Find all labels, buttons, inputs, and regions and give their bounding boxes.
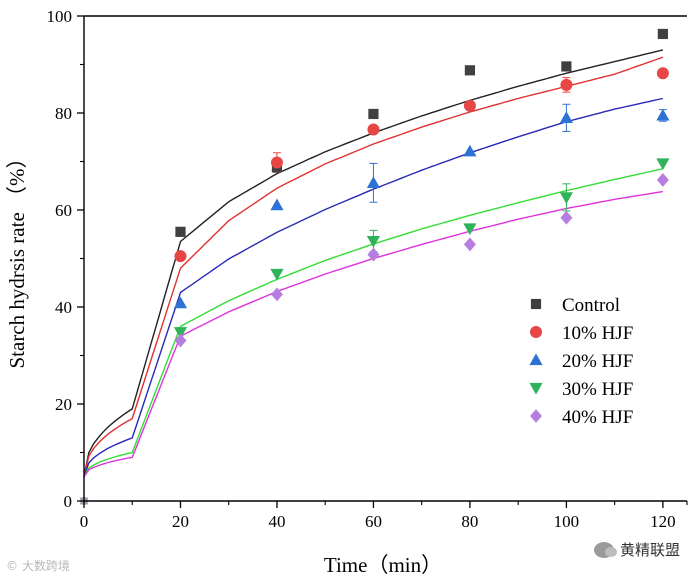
y-tick-label: 80 <box>55 104 72 123</box>
data-point-30-hjf <box>463 223 477 236</box>
data-point-10-hjf <box>560 78 573 91</box>
watermark-left: © 大数跨境 <box>6 559 70 573</box>
data-point-control <box>368 108 379 120</box>
data-point-30-hjf <box>270 268 284 281</box>
data-point-40-hjf <box>463 237 476 252</box>
x-tick-label: 60 <box>365 512 382 531</box>
data-point-10-hjf <box>367 123 380 136</box>
data-point-control <box>175 226 186 237</box>
y-tick-label: 100 <box>47 7 73 26</box>
legend-label-control: Control <box>562 295 620 316</box>
x-tick-label: 120 <box>650 512 676 531</box>
data-point-10-hjf <box>463 99 476 112</box>
legend-marker-10-hjf <box>530 326 542 338</box>
y-tick-label: 60 <box>55 201 72 220</box>
data-point-40-hjf <box>560 210 573 225</box>
data-point-control <box>561 61 572 72</box>
watermark-right: 黄精联盟 <box>593 539 680 560</box>
legend-marker-30-hjf <box>529 382 543 395</box>
data-point-10-hjf <box>174 250 187 263</box>
x-tick-label: 40 <box>268 512 285 531</box>
data-point-40-hjf <box>367 247 380 262</box>
data-point-30-hjf <box>656 158 670 171</box>
legend-marker-40-hjf <box>530 409 542 423</box>
y-tick-label: 40 <box>55 298 72 317</box>
y-tick-label: 20 <box>55 395 72 414</box>
x-tick-label: 80 <box>461 512 478 531</box>
data-point-20-hjf <box>270 198 284 211</box>
data-point-30-hjf <box>366 235 381 248</box>
data-point-40-hjf <box>270 287 283 302</box>
y-tick-label: 0 <box>64 492 73 511</box>
data-point-20-hjf <box>366 176 381 188</box>
x-tick-label: 20 <box>172 512 189 531</box>
data-point-10-hjf <box>656 67 669 80</box>
legend: Control 10% HJF 20% HJF 30% HJF 40% HJF <box>529 295 633 428</box>
data-point-20-hjf <box>559 111 573 123</box>
x-tick-label: 100 <box>554 512 580 531</box>
watermark-right-label: 黄精联盟 <box>619 541 680 559</box>
data-point-20-hjf <box>173 296 188 309</box>
data-point-40-hjf <box>656 173 669 187</box>
legend-marker-control <box>530 298 542 310</box>
data-point-20-hjf <box>656 108 670 121</box>
data-point-30-hjf <box>173 327 188 339</box>
legend-label-30-hjf: 30% HJF <box>562 379 633 400</box>
legend-marker-20-hjf <box>529 353 543 366</box>
y-axis-title: Starch hydrsis rate （%） <box>5 147 29 368</box>
legend-label-10-hjf: 10% HJF <box>562 323 633 344</box>
wechat-icon <box>593 541 617 558</box>
data-point-control <box>657 28 668 40</box>
data-point-control <box>464 65 476 76</box>
data-point-10-hjf <box>270 156 283 169</box>
legend-label-40-hjf: 40% HJF <box>562 407 633 428</box>
data-point-30-hjf <box>559 192 573 204</box>
x-axis-title: Time（min） <box>324 553 442 577</box>
x-tick-label: 0 <box>80 512 89 531</box>
data-point-40-hjf <box>174 333 187 348</box>
legend-label-20-hjf: 20% HJF <box>562 351 633 372</box>
data-point-20-hjf <box>463 144 477 157</box>
